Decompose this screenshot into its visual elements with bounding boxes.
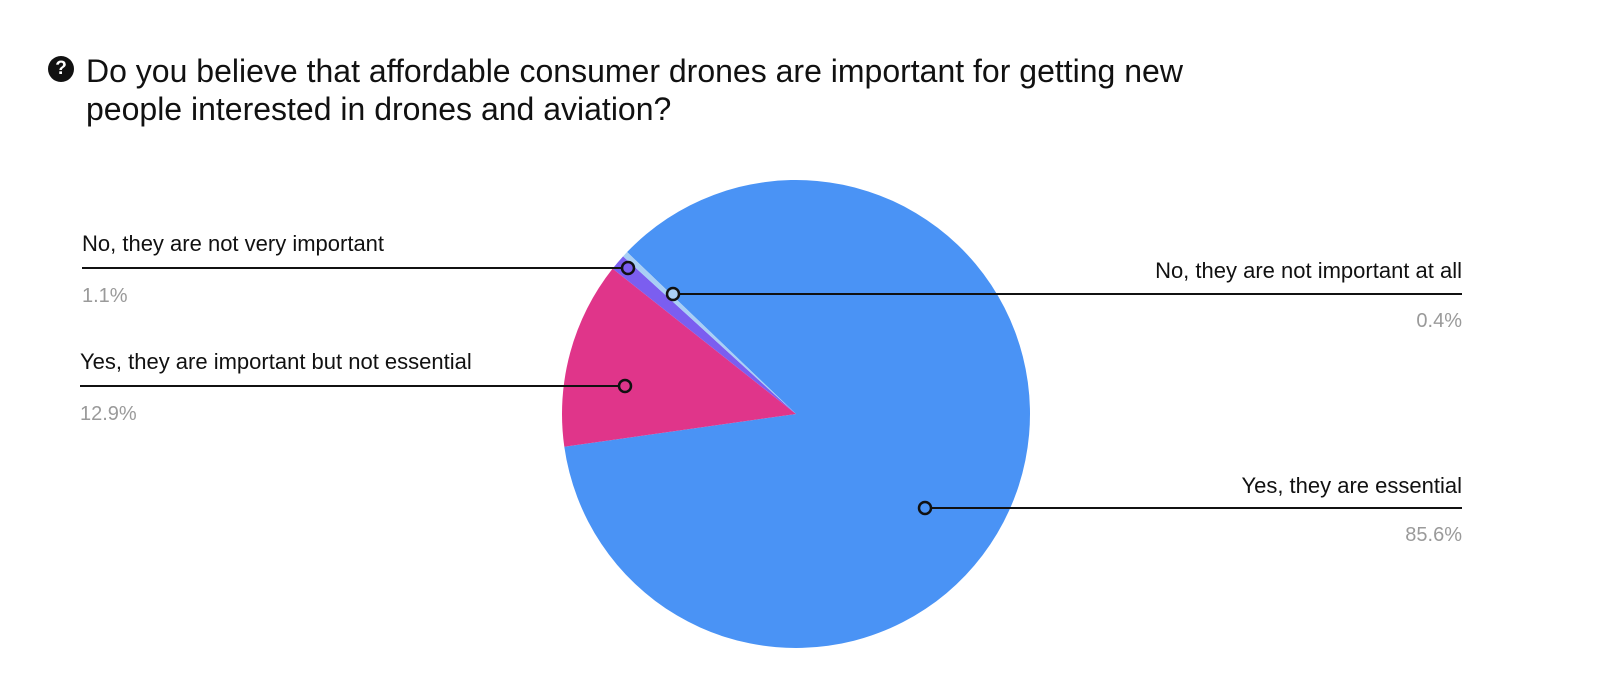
pie-slice xyxy=(562,268,796,447)
slice-marker xyxy=(617,378,633,394)
slice-value-label: 1.1% xyxy=(82,285,128,307)
slice-label: Yes, they are important but not essentia… xyxy=(80,349,472,374)
slice-value-label: 0.4% xyxy=(1416,310,1462,332)
slice-marker xyxy=(917,500,933,516)
slice-label: Yes, they are essential xyxy=(1241,473,1462,498)
pie-slice xyxy=(564,180,1030,649)
question-circle-icon: ? xyxy=(48,56,74,82)
chart-title-text: Do you believe that affordable consumer … xyxy=(86,53,1183,127)
slice-value-label: 85.6% xyxy=(1405,524,1462,546)
slice-value-label: 12.9% xyxy=(80,403,137,425)
slice-marker xyxy=(665,286,681,302)
slice-marker xyxy=(620,260,636,276)
slice-label: No, they are not very important xyxy=(82,231,384,256)
slice-label: No, they are not important at all xyxy=(1155,258,1462,283)
pie-slice xyxy=(612,256,796,414)
chart-title: ? Do you believe that affordable consume… xyxy=(48,52,1348,128)
